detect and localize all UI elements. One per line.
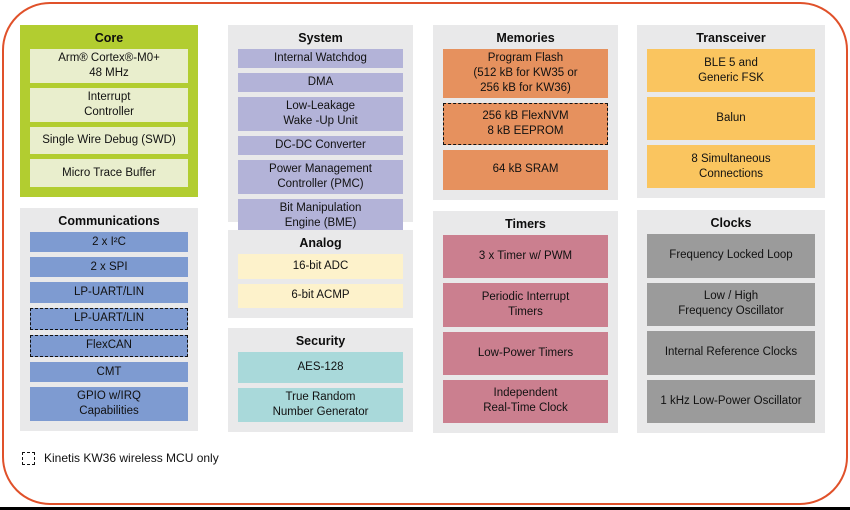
block-dma: DMA [238, 72, 403, 92]
section-timers-items: 3 x Timer w/ PWM Periodic Interrupt Time… [433, 235, 618, 433]
block-sram: 64 kB SRAM [443, 149, 608, 190]
block-i2c: 2 x I²C [30, 232, 188, 253]
section-security-title: Security [295, 334, 346, 348]
block-power-management-controller: Power Management Controller (PMC) [238, 159, 403, 194]
block-low-high-frequency-oscillator: Low / High Frequency Oscillator [647, 282, 815, 326]
block-timer-pwm: 3 x Timer w/ PWM [443, 235, 608, 279]
section-memories: Memories Program Flash (512 kB for KW35 … [433, 25, 618, 200]
section-transceiver-title: Transceiver [696, 31, 766, 45]
section-clocks-items: Frequency Locked Loop Low / High Frequen… [637, 234, 825, 433]
section-communications-title: Communications [58, 214, 160, 228]
section-timers: Timers 3 x Timer w/ PWM Periodic Interru… [433, 211, 618, 433]
block-ble5-generic-fsk: BLE 5 and Generic FSK [647, 49, 815, 92]
block-dcdc-converter: DC-DC Converter [238, 135, 403, 155]
block-independent-rtc: Independent Real-Time Clock [443, 379, 608, 423]
block-program-flash: Program Flash (512 kB for KW35 or 256 kB… [443, 49, 608, 98]
section-security: Security AES-128 True Random Number Gene… [228, 328, 413, 432]
block-internal-watchdog: Internal Watchdog [238, 49, 403, 68]
block-single-wire-debug: Single Wire Debug (SWD) [30, 126, 188, 155]
block-cmt: CMT [30, 361, 188, 383]
block-16bit-adc: 16-bit ADC [238, 254, 403, 279]
legend-label: Kinetis KW36 wireless MCU only [44, 451, 219, 465]
section-system: System Internal Watchdog DMA Low-Leakage… [228, 25, 413, 233]
block-6bit-acmp: 6-bit ACMP [238, 283, 403, 308]
bottom-edge-line [0, 507, 850, 510]
section-core: Core Arm® Cortex®-M0+ 48 MHz Interrupt C… [20, 25, 198, 197]
block-1khz-low-power-oscillator: 1 kHz Low-Power Oscillator [647, 379, 815, 423]
section-memories-title: Memories [496, 31, 555, 45]
block-low-power-timers: Low-Power Timers [443, 331, 608, 375]
block-lp-uart-lin-1: LP-UART/LIN [30, 282, 188, 303]
block-internal-reference-clocks: Internal Reference Clocks [647, 331, 815, 375]
block-balun: Balun [647, 97, 815, 140]
section-core-items: Arm® Cortex®-M0+ 48 MHz Interrupt Contro… [20, 49, 198, 197]
section-communications: Communications 2 x I²C 2 x SPI LP-UART/L… [20, 208, 198, 431]
block-interrupt-controller: Interrupt Controller [30, 87, 188, 122]
section-analog: Analog 16-bit ADC 6-bit ACMP [228, 230, 413, 318]
block-true-random-number-generator: True Random Number Generator [238, 388, 403, 422]
block-aes-128: AES-128 [238, 352, 403, 384]
block-flexnvm-eeprom-kw36-only: 256 kB FlexNVM 8 kB EEPROM [443, 102, 608, 145]
section-analog-title: Analog [299, 236, 342, 250]
block-flexcan-kw36-only: FlexCAN [30, 334, 188, 357]
section-system-items: Internal Watchdog DMA Low-Leakage Wake -… [228, 49, 413, 242]
block-low-leakage-wakeup: Low-Leakage Wake -Up Unit [238, 96, 403, 131]
block-bit-manipulation-engine: Bit Manipulation Engine (BME) [238, 198, 403, 233]
block-micro-trace-buffer: Micro Trace Buffer [30, 159, 188, 187]
section-security-items: AES-128 True Random Number Generator [228, 352, 413, 432]
block-arm-cortex-m0: Arm® Cortex®-M0+ 48 MHz [30, 49, 188, 83]
section-clocks: Clocks Frequency Locked Loop Low / High … [637, 210, 825, 433]
section-transceiver: Transceiver BLE 5 and Generic FSK Balun … [637, 25, 825, 198]
dashed-box-legend-icon [22, 451, 35, 465]
section-transceiver-items: BLE 5 and Generic FSK Balun 8 Simultaneo… [637, 49, 825, 198]
section-memories-items: Program Flash (512 kB for KW35 or 256 kB… [433, 49, 618, 200]
legend: Kinetis KW36 wireless MCU only [22, 451, 219, 465]
block-frequency-locked-loop: Frequency Locked Loop [647, 234, 815, 278]
section-analog-items: 16-bit ADC 6-bit ACMP [228, 254, 413, 318]
section-clocks-title: Clocks [710, 216, 752, 230]
section-core-title: Core [94, 31, 124, 45]
section-timers-title: Timers [505, 217, 546, 231]
section-system-title: System [298, 31, 343, 45]
section-communications-items: 2 x I²C 2 x SPI LP-UART/LIN LP-UART/LIN … [20, 232, 198, 431]
block-lp-uart-lin-2-kw36-only: LP-UART/LIN [30, 307, 188, 330]
block-8-simultaneous-connections: 8 Simultaneous Connections [647, 145, 815, 188]
block-spi: 2 x SPI [30, 257, 188, 278]
block-gpio-irq: GPIO w/IRQ Capabilities [30, 387, 188, 421]
block-periodic-interrupt-timers: Periodic Interrupt Timers [443, 283, 608, 327]
